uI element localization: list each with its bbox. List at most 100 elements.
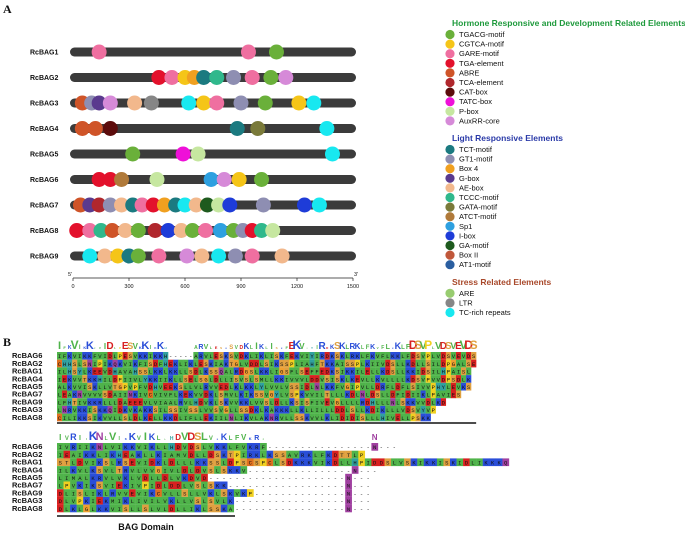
residue-letter: I — [83, 384, 86, 391]
residue-letter: I — [245, 392, 248, 399]
residue-letter: D — [144, 475, 148, 482]
residue-letter: D — [457, 376, 461, 383]
residue-letter: V — [144, 498, 148, 505]
residue-cell — [207, 481, 215, 490]
alignment-seq-label: RcBAG6 — [12, 442, 42, 451]
residue-letter: K — [301, 460, 305, 467]
residue-cell — [62, 382, 68, 391]
residue-cell — [152, 359, 159, 368]
residue-cell — [203, 413, 209, 422]
residue-letter: E — [219, 384, 223, 391]
residue-cell — [168, 413, 174, 422]
residue-letter: V — [131, 467, 135, 474]
residue-cell — [228, 352, 234, 360]
residue-letter: V — [78, 376, 82, 383]
residue-cell — [62, 367, 68, 376]
residue-cell — [228, 405, 234, 414]
logo-letter: I — [144, 431, 147, 443]
residue-cell — [198, 390, 204, 399]
residue-cell — [188, 359, 194, 368]
residue-cell — [214, 481, 221, 490]
residue-letter: L — [225, 376, 228, 383]
residue-letter: D — [240, 369, 244, 376]
residue-cell — [339, 398, 346, 406]
residue-letter: E — [326, 399, 330, 406]
residue-letter: - — [314, 483, 317, 490]
residue-letter: K — [124, 483, 128, 490]
residue-letter: H — [310, 361, 313, 368]
logo-letter: K — [149, 432, 156, 442]
residue-cell — [294, 375, 300, 383]
residue-cell — [181, 481, 189, 490]
residue-letter: - — [314, 475, 317, 482]
legend-item: CAT-box — [459, 88, 488, 97]
residue-letter: K — [72, 506, 76, 513]
residue-cell — [127, 367, 133, 376]
residue-letter: T — [326, 392, 330, 399]
residue-letter: L — [150, 452, 153, 459]
residue-cell — [391, 458, 398, 467]
residue-letter: L — [219, 376, 222, 383]
residue-letter: V — [118, 475, 122, 482]
legend-item: TGA-element — [459, 59, 505, 68]
residue-cell — [102, 390, 108, 399]
residue-cell — [309, 382, 315, 391]
residue-letter: K — [159, 369, 163, 376]
residue-letter: L — [170, 490, 173, 497]
residue-letter: - — [360, 467, 363, 474]
residue-letter: K — [351, 376, 355, 383]
residue-letter: D — [288, 460, 292, 467]
residue-cell — [173, 375, 179, 383]
residue-cell — [415, 352, 421, 360]
residue-letter: I — [401, 392, 404, 399]
residue-letter: D — [386, 369, 390, 376]
residue-letter: K — [391, 353, 395, 360]
residue-cell — [405, 352, 411, 360]
residue-letter: T — [118, 467, 122, 474]
residue-letter: K — [366, 361, 370, 368]
residue-letter: - — [327, 444, 330, 451]
residue-cell — [466, 382, 472, 391]
residue-cell — [102, 450, 110, 459]
residue-cell — [223, 398, 229, 406]
residue-letter: - — [249, 467, 252, 474]
residue-cell — [445, 352, 452, 360]
residue-cell — [198, 367, 204, 376]
logo-letter: S — [220, 346, 222, 350]
residue-cell — [147, 367, 154, 376]
residue-letter: L — [235, 415, 238, 422]
residue-cell — [329, 375, 335, 383]
residue-letter: L — [290, 415, 293, 422]
residue-cell — [354, 375, 361, 383]
residue-letter: - — [255, 475, 258, 482]
residue-letter: D — [214, 376, 218, 383]
legend-item: ABRE — [459, 68, 479, 77]
residue-letter: - — [275, 490, 278, 497]
residue-letter: K — [124, 444, 128, 451]
residue-letter: V — [104, 467, 108, 474]
logo-letter: S — [276, 346, 278, 350]
residue-letter: V — [203, 490, 207, 497]
cis-element-marker: ATCT-motif — [114, 172, 130, 187]
residue-cell — [370, 405, 376, 414]
cis-element-marker: AE-box — [114, 197, 130, 213]
residue-letter: D — [174, 415, 178, 422]
residue-letter: - — [281, 483, 284, 490]
residue-cell — [375, 405, 381, 414]
residue-cell — [158, 367, 164, 376]
residue-letter: D — [334, 452, 338, 459]
residue-cell — [148, 504, 156, 513]
residue-letter: T — [83, 376, 87, 383]
residue-cell — [207, 450, 215, 459]
residue-cell — [87, 413, 93, 422]
residue-cell — [208, 359, 214, 368]
residue-letter: - — [268, 483, 271, 490]
residue-cell — [208, 382, 214, 391]
residue-letter: S — [281, 460, 285, 467]
logo-letter: Y — [311, 346, 313, 350]
residue-cell — [228, 367, 234, 376]
residue-letter: K — [144, 415, 148, 422]
residue-letter: I — [103, 353, 106, 360]
residue-letter: L — [290, 407, 293, 414]
residue-letter: L — [250, 353, 253, 360]
